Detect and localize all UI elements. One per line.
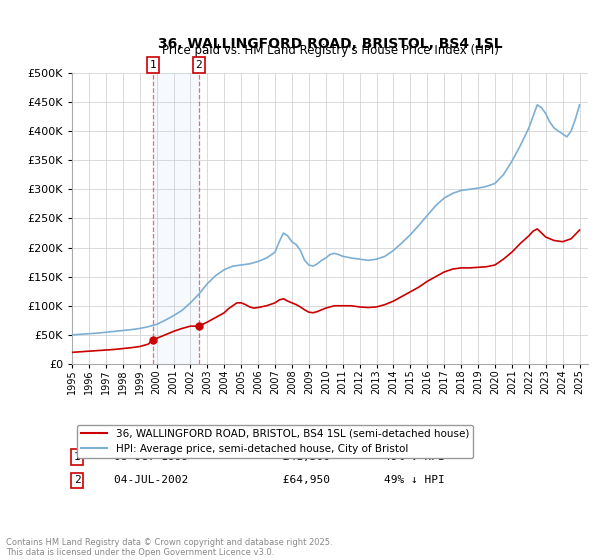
Text: 2: 2 [196, 60, 202, 70]
Title: 36, WALLINGFORD ROAD, BRISTOL, BS4 1SL: 36, WALLINGFORD ROAD, BRISTOL, BS4 1SL [158, 37, 502, 51]
Text: 2: 2 [74, 475, 80, 486]
Text: Price paid vs. HM Land Registry's House Price Index (HPI): Price paid vs. HM Land Registry's House … [161, 44, 499, 57]
Text: 1: 1 [149, 60, 156, 70]
Legend: 36, WALLINGFORD ROAD, BRISTOL, BS4 1SL (semi-detached house), HPI: Average price: 36, WALLINGFORD ROAD, BRISTOL, BS4 1SL (… [77, 424, 473, 458]
Text: 1: 1 [74, 452, 80, 462]
Text: 04-JUL-2002              £64,950        49% ↓ HPI: 04-JUL-2002 £64,950 49% ↓ HPI [88, 475, 445, 486]
Bar [152, 73, 199, 364]
Text: 08-OCT-1999              £41,500        49% ↓ HPI: 08-OCT-1999 £41,500 49% ↓ HPI [88, 452, 445, 462]
Text: Contains HM Land Registry data © Crown copyright and database right 2025.
This d: Contains HM Land Registry data © Crown c… [6, 538, 332, 557]
